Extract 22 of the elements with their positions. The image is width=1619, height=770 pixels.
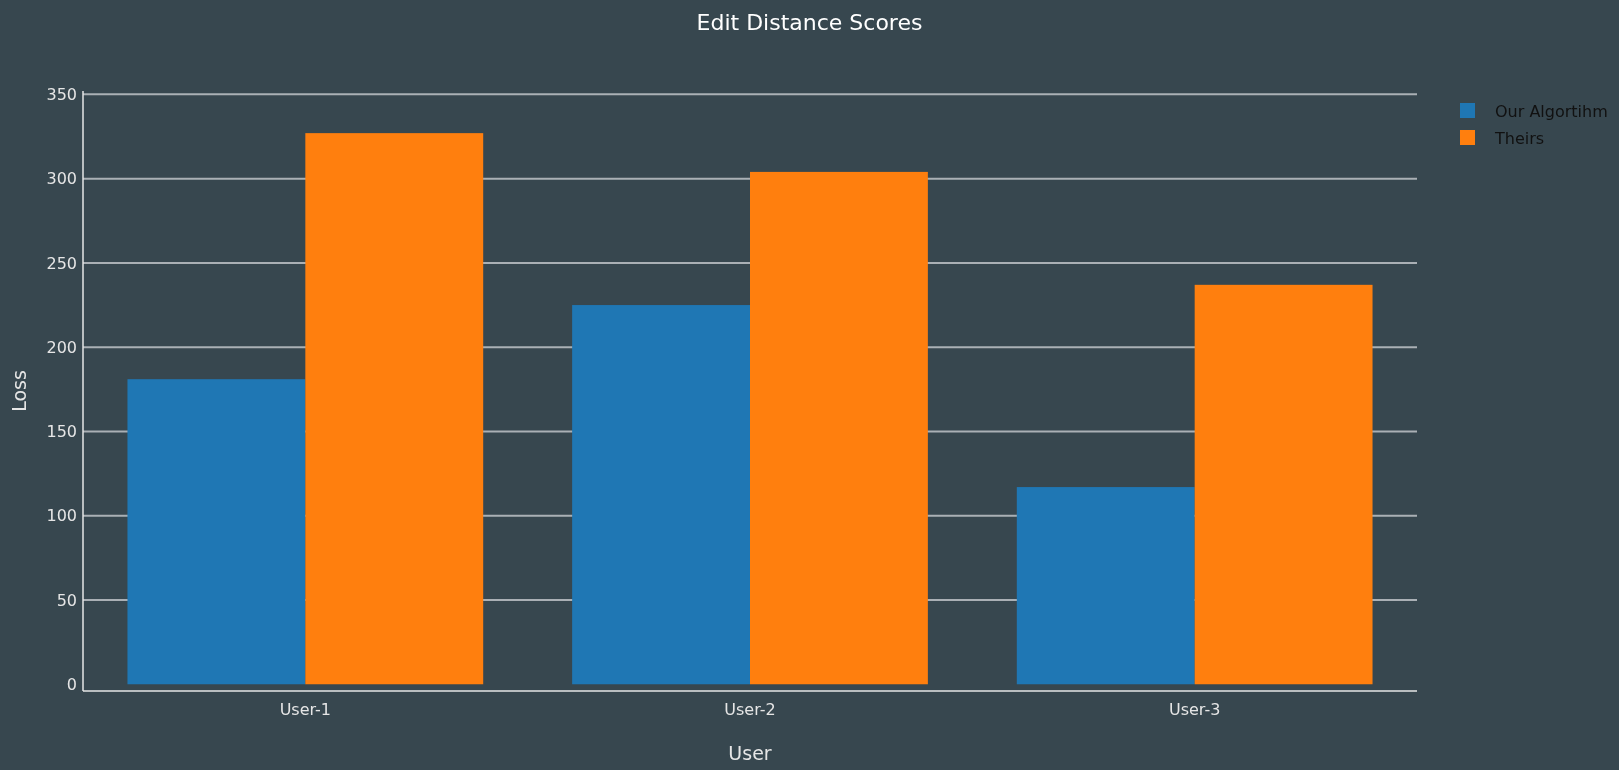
y-tick-label: 250 <box>46 253 77 273</box>
legend-label: Our Algortihm <box>1495 101 1608 121</box>
bar <box>1194 284 1373 685</box>
x-tick-label: User-2 <box>724 700 776 719</box>
x-axis-title: User <box>728 742 772 764</box>
y-tick-label: 150 <box>46 422 77 442</box>
y-tick-label: 50 <box>56 590 77 610</box>
legend-label: Theirs <box>1494 128 1545 148</box>
y-tick-label: 350 <box>46 84 77 104</box>
y-tick-label: 0 <box>66 674 77 694</box>
bar <box>750 171 928 685</box>
y-tick-label: 300 <box>46 169 77 189</box>
bar <box>305 133 484 685</box>
chart-title: Edit Distance Scores <box>696 10 923 35</box>
y-tick-label: 200 <box>46 337 77 357</box>
bar <box>572 305 750 685</box>
bar <box>127 379 306 685</box>
y-tick-label: 100 <box>46 506 77 526</box>
y-axis-title: Loss <box>8 370 30 412</box>
bar <box>1016 487 1195 685</box>
x-tick-label: User-3 <box>1168 700 1221 719</box>
x-tick-label: User-1 <box>279 700 332 719</box>
